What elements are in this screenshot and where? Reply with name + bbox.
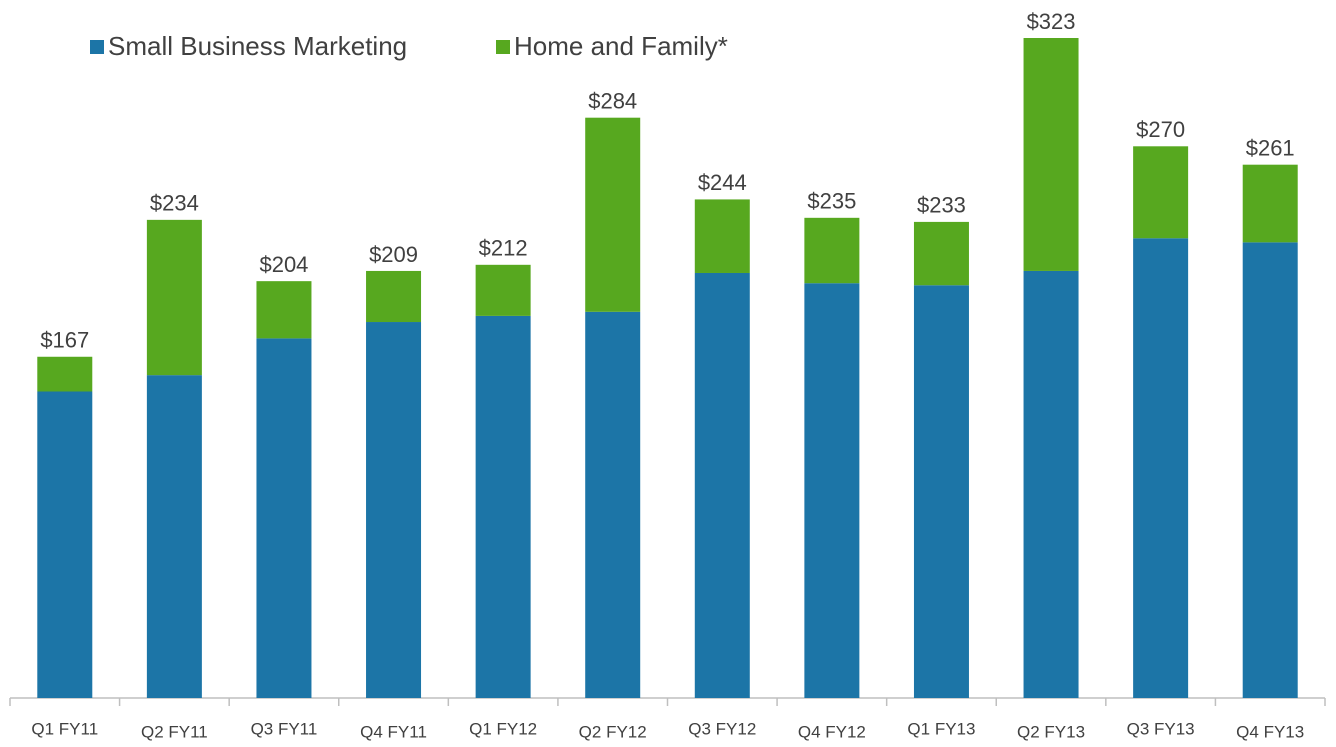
bar-segment	[1133, 146, 1189, 239]
bar-segment	[694, 272, 750, 698]
bar-segment	[1242, 242, 1298, 699]
total-label: $235	[807, 189, 856, 214]
x-tick-label: Q4 FY11	[360, 722, 427, 741]
bar-segment	[913, 285, 969, 698]
total-label: $270	[1136, 117, 1185, 142]
x-tick-label: Q4 FY13	[1236, 722, 1304, 741]
x-tick-label: Q3 FY13	[1127, 719, 1195, 738]
bar-segment	[913, 221, 969, 286]
total-label: $284	[588, 89, 637, 114]
x-tick-label: Q1 FY12	[469, 719, 537, 738]
total-label: $323	[1027, 9, 1076, 34]
x-tick-label: Q1 FY11	[31, 719, 98, 738]
bar-segment	[37, 391, 93, 698]
legend-label: Small Business Marketing	[108, 31, 407, 61]
bar-segment	[366, 322, 422, 698]
bar-segment	[1242, 164, 1298, 243]
total-label: $234	[150, 191, 199, 216]
total-label: $233	[917, 193, 966, 218]
bar-segment	[1023, 270, 1079, 698]
bar-segment	[475, 264, 531, 316]
bar-segment	[256, 338, 312, 698]
bar-segment	[475, 315, 531, 698]
bar-segment	[585, 311, 641, 698]
total-label: $209	[369, 242, 418, 267]
legend-swatch	[90, 40, 104, 54]
bar-segment	[256, 281, 312, 339]
bar-segment	[1133, 238, 1189, 698]
legend-swatch	[496, 40, 510, 54]
x-tick-label: Q1 FY13	[907, 719, 975, 738]
total-label: $244	[698, 170, 747, 195]
x-tick-label: Q2 FY11	[141, 722, 208, 741]
total-label: $167	[40, 328, 89, 353]
x-tick-label: Q4 FY12	[798, 722, 866, 741]
bar-segment	[804, 217, 860, 284]
bar-segment	[1023, 38, 1079, 271]
bar-segment	[37, 356, 93, 392]
x-tick-label: Q2 FY13	[1017, 722, 1085, 741]
total-label: $204	[259, 252, 308, 277]
bar-segment	[804, 283, 860, 698]
total-label: $212	[479, 236, 528, 261]
total-label: $261	[1246, 135, 1295, 160]
bar-segment	[585, 117, 641, 312]
bar-segment	[366, 270, 422, 323]
x-tick-label: Q2 FY12	[579, 722, 647, 741]
x-tick-label: Q3 FY12	[688, 719, 756, 738]
bar-segment	[694, 199, 750, 273]
bar-segment	[146, 219, 202, 376]
x-tick-label: Q3 FY11	[251, 719, 318, 738]
legend-label: Home and Family*	[514, 31, 728, 61]
bar-segment	[146, 375, 202, 698]
